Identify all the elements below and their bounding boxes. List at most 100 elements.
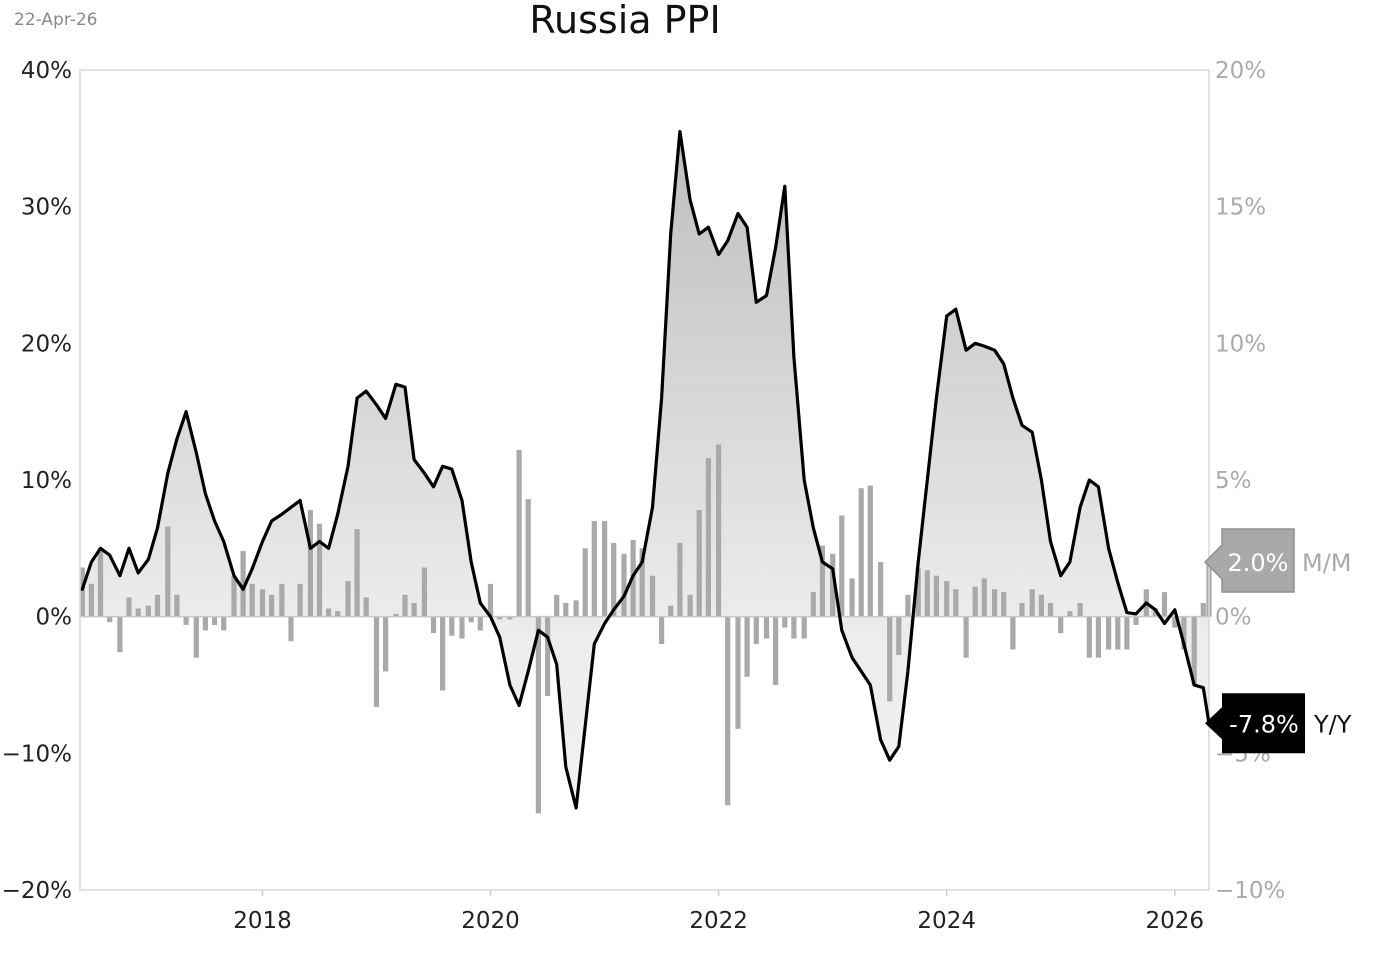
mm-bar [468, 616, 474, 623]
mm-bar [849, 578, 855, 617]
chart-date: 22-Apr-26 [14, 10, 98, 30]
y-left-tick-label: 10% [21, 468, 72, 494]
mm-bar [402, 594, 408, 617]
mm-bar [212, 616, 218, 625]
mm-bar [459, 616, 465, 639]
mm-bar [545, 616, 551, 696]
mm-bar [687, 594, 693, 617]
y-right-tick-label: 5% [1215, 468, 1252, 494]
mm-bar [867, 485, 873, 617]
mm-bar [896, 616, 902, 655]
y-left-tick-label: −10% [2, 741, 72, 767]
mm-bar [193, 616, 199, 658]
mm-bar [563, 603, 569, 617]
mm-bar [1029, 589, 1035, 617]
mm-bar [735, 616, 741, 729]
mm-bar [154, 594, 161, 617]
mm-bar [591, 521, 597, 617]
mm-bar [791, 616, 797, 639]
mm-bar [773, 616, 779, 685]
mm-bar [221, 616, 227, 631]
mm-bar [1001, 592, 1007, 617]
mm-bar [279, 583, 285, 617]
mm-bar [782, 616, 788, 628]
mm-bar [117, 616, 123, 653]
mm-bar [839, 515, 845, 617]
mm-bar [126, 597, 132, 617]
mm-bar [145, 605, 151, 617]
mm-bar [183, 616, 189, 625]
mm-bar [716, 444, 722, 617]
mm-bar [924, 570, 930, 617]
mm-bar [887, 616, 893, 702]
mm-bar [763, 616, 770, 639]
mm-bar [1095, 616, 1101, 658]
y-right-tick-label: 0% [1215, 605, 1252, 631]
y-left-tick-label: 40% [21, 58, 72, 84]
mm-bar [801, 616, 807, 639]
mm-bar [269, 594, 275, 617]
mm-bar [810, 592, 816, 617]
mm-bar [1058, 616, 1064, 634]
mm-bar [288, 616, 294, 642]
mm-bar [981, 578, 987, 617]
y-left-tick-label: −20% [2, 878, 72, 904]
value-tags: 2.0% M/M -7.8% Y/Y [1203, 528, 1352, 754]
y-left-tick-label: 0% [36, 605, 73, 631]
mm-bar [1047, 603, 1054, 617]
mm-bar [1181, 616, 1187, 650]
mm-bar [992, 589, 998, 617]
mm-bar [1086, 616, 1092, 658]
mm-bar [507, 616, 513, 620]
mm-bar [659, 616, 665, 644]
mm-bar [573, 600, 579, 617]
mm-bar [525, 499, 531, 617]
plot-frame [79, 69, 1210, 891]
mm-bar [430, 616, 437, 634]
mm-bar [830, 553, 836, 617]
mm-bar [411, 603, 417, 617]
mm-bar [440, 616, 446, 691]
mm-bar [79, 567, 85, 617]
mm-bar [449, 616, 455, 636]
y-right-tick-label: 15% [1215, 195, 1266, 221]
mm-bar [363, 597, 369, 617]
mm-bar [639, 548, 645, 617]
mm-bar [905, 594, 911, 617]
mm-bar [1191, 616, 1197, 685]
mm-bar [944, 581, 950, 617]
mm-bar [1115, 616, 1121, 650]
x-tick-label: 2018 [233, 908, 292, 934]
mm-bar [744, 616, 750, 677]
mm-bar [819, 545, 825, 617]
y-right-tick-label: −10% [1215, 878, 1285, 904]
mm-bar [858, 488, 864, 617]
mm-bar [393, 613, 399, 617]
mm-bar [174, 594, 180, 617]
mm-bar [231, 575, 237, 617]
mm-bar [953, 589, 959, 617]
mm-bar [1106, 616, 1112, 650]
mm-bar [497, 616, 503, 620]
x-tick-label: 2022 [689, 908, 748, 934]
mm-bar [621, 553, 627, 617]
yy-value-label: -7.8% [1229, 710, 1299, 738]
mm-value-tag [1203, 528, 1295, 593]
mm-bar [535, 616, 541, 814]
mm-bar [345, 581, 351, 617]
yy-line-layer [80, 129, 1211, 810]
mm-series-name: M/M [1302, 549, 1352, 577]
mm-bar [677, 542, 683, 617]
mm-bar [421, 567, 427, 617]
mm-bar [326, 608, 332, 617]
mm-bar [1038, 594, 1044, 617]
mm-bar [582, 548, 588, 617]
y-left-tick-label: 30% [21, 195, 72, 221]
mm-bar [611, 542, 617, 617]
mm-bar [477, 616, 483, 631]
plot-border [79, 69, 1210, 891]
mm-bar [88, 583, 94, 617]
mm-bar [725, 616, 731, 806]
mm-bar [240, 551, 246, 617]
yy-area-layer [82, 131, 1209, 808]
